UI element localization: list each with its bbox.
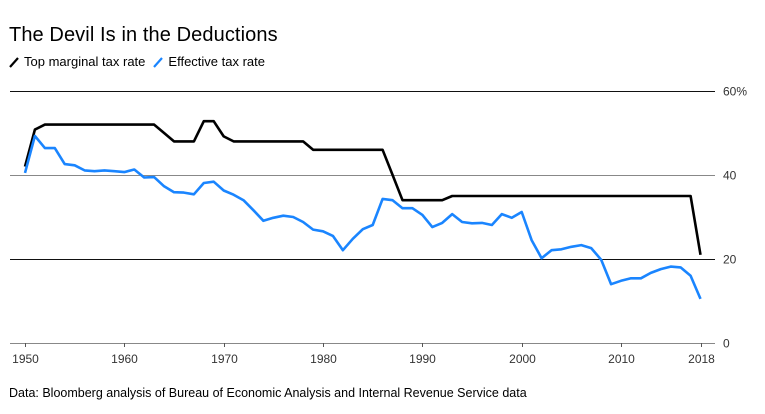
x-tick-label: 1960: [111, 352, 138, 366]
legend-swatch-black-icon: [9, 56, 19, 68]
legend-label: Top marginal tax rate: [24, 54, 146, 69]
y-tick-label: 40: [723, 169, 737, 183]
legend-swatch-blue-icon: [153, 56, 164, 68]
x-tick-label: 1980: [310, 352, 337, 366]
series-line-top-marginal-rate: [23, 119, 702, 256]
legend-item-top-marginal: Top marginal tax rate: [9, 54, 145, 69]
x-tick-label: 2000: [509, 352, 536, 366]
legend-label: Effective tax rate: [168, 54, 265, 69]
series-line-effective-rate: [23, 134, 702, 300]
y-tick-label: 60%: [723, 85, 747, 99]
x-tick-label: 1990: [409, 352, 436, 366]
y-tick-label: 20: [723, 253, 737, 267]
x-tick-label: 2010: [608, 352, 635, 366]
chart-title: The Devil Is in the Deductions: [9, 24, 278, 46]
x-tick-label: 1970: [211, 352, 238, 366]
x-tick-label: 1950: [12, 352, 39, 366]
x-tick-label: 2018: [688, 352, 715, 366]
y-tick-label: 0: [723, 337, 730, 351]
source-note: Data: Bloomberg analysis of Bureau of Ec…: [9, 386, 527, 400]
legend-item-effective: Effective tax rate: [153, 54, 265, 69]
chart-legend: Top marginal tax rate Effective tax rate: [9, 54, 273, 69]
